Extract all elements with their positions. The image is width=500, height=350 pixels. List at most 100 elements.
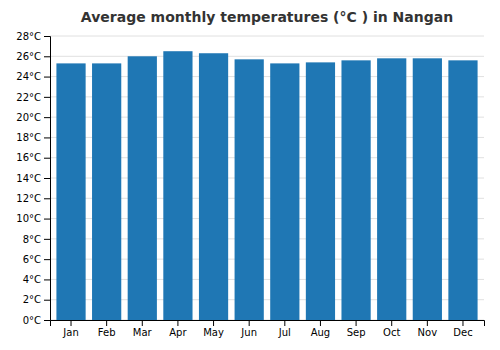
tick-label: 10°C — [16, 213, 41, 224]
tick: Jun — [240, 320, 257, 338]
tick: 18°C — [16, 132, 50, 143]
tick: Feb — [98, 320, 116, 338]
bar — [235, 59, 264, 320]
tick-mark — [142, 320, 143, 326]
tick-label: 8°C — [23, 234, 41, 245]
bar — [92, 63, 121, 320]
tick-mark — [71, 320, 72, 326]
tick-label: 16°C — [16, 152, 41, 163]
axis-line — [44, 37, 51, 321]
tick: Oct — [383, 320, 400, 338]
tick: 20°C — [16, 112, 50, 123]
tick-mark — [44, 117, 50, 118]
tick-mark — [44, 36, 50, 37]
tick-mark — [44, 158, 50, 159]
tick-mark — [44, 56, 50, 57]
tick-label: Nov — [418, 327, 438, 338]
tick: 2°C — [23, 294, 50, 305]
title: Average monthly temperatures (°C ) in Na… — [81, 9, 453, 25]
tick: Aug — [311, 320, 331, 338]
tick-mark — [44, 77, 50, 78]
tick-label: 18°C — [16, 132, 41, 143]
tick: Sep — [347, 320, 366, 338]
tick: Apr — [169, 320, 187, 338]
tick-mark — [44, 259, 50, 260]
bar — [270, 63, 299, 320]
tick: 14°C — [16, 173, 50, 184]
tick-label: 20°C — [16, 112, 41, 123]
tick-mark — [213, 320, 214, 326]
tick-label: Sep — [347, 327, 366, 338]
tick-mark — [320, 320, 321, 326]
tick-label: 28°C — [16, 31, 41, 42]
bar — [341, 60, 370, 320]
tick: 12°C — [16, 193, 50, 204]
tick-mark — [44, 239, 50, 240]
tick-label: Jul — [278, 327, 291, 338]
bar — [306, 62, 335, 320]
tick: Dec — [453, 320, 472, 338]
tick-mark — [44, 279, 50, 280]
grid-line — [50, 56, 484, 57]
tick-label: Apr — [169, 327, 187, 338]
tick-mark — [44, 300, 50, 301]
tick-label: 24°C — [16, 71, 41, 82]
tick: 8°C — [23, 234, 50, 245]
bar — [377, 58, 406, 320]
tick-mark — [44, 137, 50, 138]
tick-label: 22°C — [16, 92, 41, 103]
tick: 24°C — [16, 71, 50, 82]
tick: 6°C — [23, 254, 50, 265]
tick-mark — [44, 219, 50, 220]
tick: 16°C — [16, 152, 50, 163]
tick-label: 12°C — [16, 193, 41, 204]
tick: 22°C — [16, 92, 50, 103]
x-axis: Jan Feb Mar Apr May Jun Jul Aug Sep Oct Nov Dec — [51, 320, 485, 338]
tick-mark — [106, 320, 107, 326]
tick: May — [203, 320, 224, 338]
tick-mark — [427, 320, 428, 326]
tick: 26°C — [16, 51, 50, 62]
tick-label: Oct — [383, 327, 400, 338]
tick-label: Aug — [311, 327, 331, 338]
tick-mark — [284, 320, 285, 326]
tick: 28°C — [16, 31, 50, 42]
bar — [163, 51, 192, 320]
bar — [199, 53, 228, 320]
grid — [50, 36, 484, 320]
bar — [56, 63, 85, 320]
axis-line — [51, 321, 485, 327]
grid-line — [50, 36, 484, 37]
tick-mark — [44, 198, 50, 199]
chart: 0°C 2°C 4°C 6°C 8°C 10°C 12°C 14°C 16°C 18°C 20°C 2… — [0, 0, 500, 350]
tick-label: Feb — [98, 327, 116, 338]
tick: 10°C — [16, 213, 50, 224]
tick-label: 26°C — [16, 51, 41, 62]
tick-mark — [44, 178, 50, 179]
tick-label: Dec — [453, 327, 472, 338]
plot: 0°C 2°C 4°C 6°C 8°C 10°C 12°C 14°C 16°C 18°C 20°C 2… — [16, 31, 484, 338]
tick: 0°C — [23, 315, 50, 326]
tick: Nov — [418, 320, 438, 338]
tick-label: Jun — [240, 327, 257, 338]
bar — [448, 60, 477, 320]
bar — [413, 58, 442, 320]
tick-mark — [44, 320, 50, 321]
tick-mark — [44, 97, 50, 98]
y-axis: 0°C 2°C 4°C 6°C 8°C 10°C 12°C 14°C 16°C 18°C 20°C 2… — [16, 31, 50, 326]
tick-label: 4°C — [23, 274, 41, 285]
tick-label: 6°C — [23, 254, 41, 265]
tick: Mar — [133, 320, 153, 338]
tick-mark — [177, 320, 178, 326]
tick-label: Jan — [62, 327, 78, 338]
tick-label: 0°C — [23, 315, 41, 326]
bar — [128, 56, 157, 320]
tick-mark — [462, 320, 463, 326]
tick-label: Mar — [133, 327, 153, 338]
tick-mark — [391, 320, 392, 326]
bars — [56, 51, 477, 320]
tick: 4°C — [23, 274, 50, 285]
tick: Jan — [62, 320, 78, 338]
tick-label: May — [203, 327, 224, 338]
tick: Jul — [278, 320, 291, 338]
